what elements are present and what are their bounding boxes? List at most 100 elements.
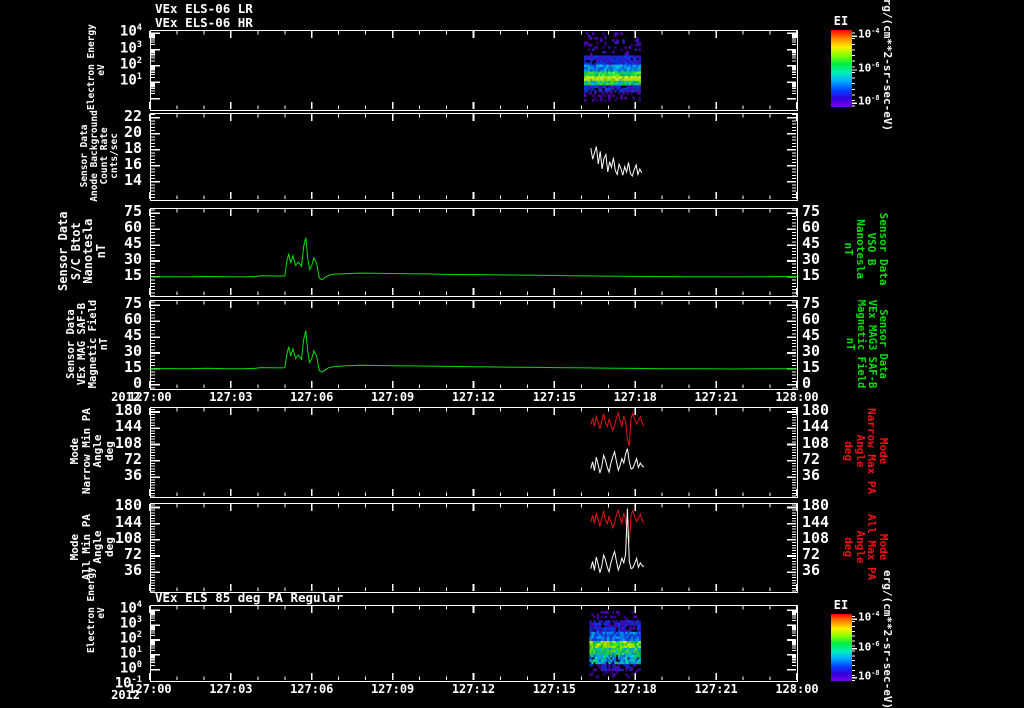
spectrogram-cell <box>604 71 607 75</box>
spectrogram-cell <box>614 668 617 672</box>
spectrogram-cell <box>600 57 603 61</box>
spectrogram-cell <box>624 73 627 77</box>
spectrogram-cell <box>608 638 611 642</box>
spectrogram-cell <box>624 83 627 86</box>
spectrogram-cell <box>634 652 638 656</box>
spectrogram-cell <box>627 636 630 639</box>
spectrogram-cell <box>621 629 624 633</box>
spectrogram-cell <box>602 647 605 651</box>
spectrogram-cell <box>594 80 597 84</box>
spectrogram-cell <box>600 64 603 68</box>
spectrogram-cell <box>612 71 615 75</box>
spectrogram-cell <box>627 645 630 649</box>
spectrogram-cell <box>612 80 615 84</box>
spectrogram-cell <box>624 96 627 100</box>
mid-axis-time-label: 127:00 <box>128 390 172 404</box>
spectrogram-cell <box>632 80 635 84</box>
spectrogram-cell <box>616 76 619 79</box>
spectrogram-cell <box>633 654 636 658</box>
spectrogram-cell <box>608 661 611 665</box>
y-tick-label: 75 <box>123 294 142 313</box>
spectrogram-cell <box>634 670 638 674</box>
spectrogram-cell <box>600 85 603 88</box>
spectrogram-cell <box>610 654 613 658</box>
spectrogram-cell <box>612 640 615 644</box>
spectrogram-cell <box>593 631 596 635</box>
spectrogram-cell <box>606 624 609 628</box>
spectrogram-cell <box>608 78 611 81</box>
spectrogram-cell <box>630 62 633 65</box>
spectrogram-cell <box>623 627 626 630</box>
spectrogram-cell <box>632 66 635 70</box>
spectrogram-cell <box>638 624 641 628</box>
spectrogram-cell <box>629 650 632 653</box>
spectrogram-cell <box>621 634 624 637</box>
spectrogram-cell <box>602 627 605 630</box>
spectrogram-cell <box>598 620 602 623</box>
spectrogram-cell <box>596 76 599 79</box>
spectrogram-cell <box>614 83 617 86</box>
spectrogram-cell <box>614 66 617 70</box>
spectrogram-cell <box>589 673 592 676</box>
spectrogram-cell <box>614 71 617 75</box>
spectrogram-cell <box>600 650 603 653</box>
spectrogram-cell <box>584 89 587 93</box>
spectrogram-cell <box>595 631 598 635</box>
spectrogram-cell <box>616 78 619 81</box>
spectrogram-cell <box>623 645 626 649</box>
y-tick-label-right: 15 <box>802 357 821 376</box>
y-tick-label: 180 <box>114 496 142 515</box>
spectrogram-cell <box>589 647 592 651</box>
spectrogram-cell <box>596 83 599 86</box>
spectrogram-cell <box>586 55 589 58</box>
spectrogram-cell <box>598 71 601 75</box>
spectrogram-cell <box>597 661 600 665</box>
spectrogram-cell <box>594 62 597 65</box>
spectrogram-cell <box>615 624 619 628</box>
spectrogram-cell <box>600 640 603 644</box>
spectrogram-cell <box>634 87 637 91</box>
spectrogram-cell <box>623 624 626 628</box>
spectrogram-cell <box>612 631 615 635</box>
spectrogram-cell <box>598 76 601 79</box>
spectrogram-cell <box>631 634 634 637</box>
spectrogram-cell <box>588 83 591 86</box>
spectrogram-cell <box>610 650 613 653</box>
spectrogram-cell <box>631 654 634 658</box>
spectrogram-cell <box>612 94 615 98</box>
y-tick-label: 108 <box>114 528 142 547</box>
spectrogram-cell <box>592 32 595 35</box>
spectrogram-cell <box>615 652 619 656</box>
spectrogram-cell <box>622 64 625 68</box>
spectrogram-cell <box>634 55 637 58</box>
spectrogram-cell <box>630 43 633 47</box>
spectrogram-cell <box>589 620 592 623</box>
spectrogram-cell <box>630 69 633 72</box>
spectrogram-cell <box>596 57 599 61</box>
spectrogram-cell <box>608 60 611 63</box>
y-tick-label: 108 <box>114 433 142 452</box>
spectrogram-cell <box>600 66 603 70</box>
spectrogram-cell <box>619 634 622 637</box>
spectrogram-cell <box>630 78 633 81</box>
spectrogram-cell <box>584 62 587 65</box>
spectrogram-cell <box>615 668 619 672</box>
spectrogram-cell <box>621 631 624 635</box>
spectrogram-cell <box>612 673 615 676</box>
spectrogram-cell <box>632 78 635 81</box>
spectrogram-cell <box>595 647 598 651</box>
spectrogram-cell <box>618 64 621 68</box>
spectrogram-cell <box>594 46 597 49</box>
spectrogram-cell <box>597 615 600 619</box>
spectrogram-cell <box>614 657 617 660</box>
spectrogram-cell <box>615 650 619 653</box>
spectrogram-cell <box>619 620 622 623</box>
spectrogram-cell <box>616 85 619 88</box>
spectrogram-cell <box>595 668 598 672</box>
spectrogram-cell <box>632 96 635 100</box>
spectrogram-cell <box>618 55 621 58</box>
spectrogram-cell <box>634 650 638 653</box>
spectrogram-cell <box>622 71 625 75</box>
spectrogram-cell <box>636 92 639 95</box>
spectrogram-cell <box>590 43 593 47</box>
